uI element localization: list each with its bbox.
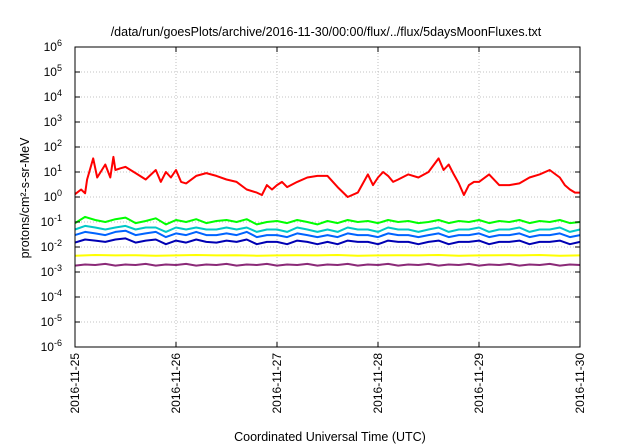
y-tick-label: 100 [44, 188, 62, 204]
axis-ticks [74, 46, 581, 348]
x-tick-labels: 2016-11-25 2016-11-26 2016-11-27 2016-11-28… [68, 353, 587, 414]
series-line-4 [74, 229, 581, 239]
y-axis-label: protons/cm²-s-sr-MeV [18, 137, 32, 259]
x-tick-label: 2016-11-25 [68, 353, 82, 414]
y-tick-label: 104 [44, 88, 62, 104]
x-tick-label: 2016-11-30 [573, 353, 587, 414]
y-tick-label: 10-3 [41, 263, 62, 279]
y-tick-labels: 10-6 10-5 10-4 10-3 10-2 10-1 100 101 102 103 104 1… [41, 38, 62, 354]
series-line-3 [74, 224, 581, 233]
grid [75, 47, 580, 347]
y-tick-label: 10-4 [41, 288, 62, 304]
chart-title: /data/run/goesPlots/archive/2016-11-30/0… [111, 25, 542, 39]
x-tick-label: 2016-11-26 [169, 353, 183, 414]
series-line-7 [74, 262, 581, 267]
series-line-5 [74, 237, 581, 246]
x-tick-label: 2016-11-28 [371, 353, 385, 414]
series-line-6 [74, 254, 581, 257]
y-tick-label: 10-6 [41, 338, 62, 354]
x-tick-label: 2016-11-27 [270, 353, 284, 414]
y-tick-label: 102 [44, 138, 62, 154]
y-tick-label: 10-2 [41, 238, 62, 254]
y-tick-label: 106 [44, 38, 62, 54]
series-line-2 [74, 215, 581, 226]
y-tick-label: 105 [44, 63, 62, 79]
y-tick-label: 10-1 [41, 213, 62, 229]
series-line-1 [74, 155, 580, 198]
y-tick-label: 101 [44, 163, 62, 179]
y-tick-label: 103 [44, 113, 62, 129]
y-tick-label: 10-5 [41, 313, 62, 329]
x-tick-label: 2016-11-29 [472, 353, 486, 414]
series-group [74, 155, 581, 267]
x-axis-label: Coordinated Universal Time (UTC) [234, 430, 426, 444]
